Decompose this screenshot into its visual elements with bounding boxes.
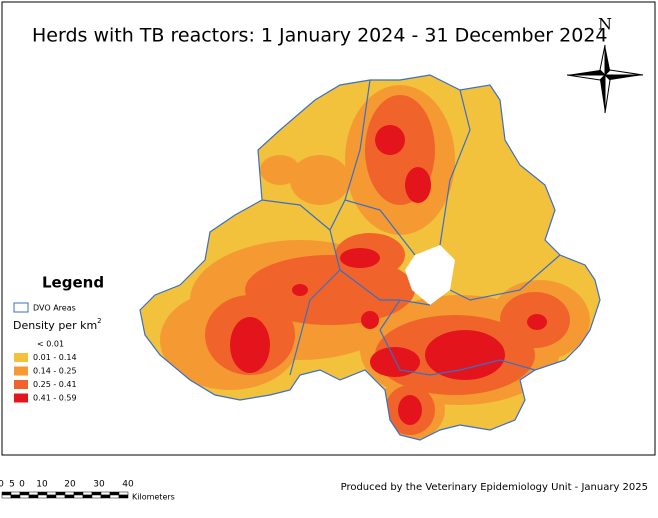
scale-segment (37, 494, 48, 499)
credit: Produced by the Veterinary Epidemiology … (341, 482, 648, 493)
legend-title: Legend (42, 274, 104, 292)
legend-swatch (14, 366, 28, 376)
legend-swatch (14, 393, 28, 403)
scale-label: 30 (93, 480, 105, 490)
scale-segment (46, 491, 57, 496)
scale-segment (100, 491, 111, 496)
dvo-boundaries (139, 74, 601, 441)
scale-bar: 0 5 0 10 20 30 40 Kilometers (0, 480, 175, 502)
scale-segment (1, 491, 12, 496)
scale-segment (91, 494, 102, 499)
scale-segment (118, 491, 129, 496)
scale-segment (19, 491, 30, 496)
density-band (205, 95, 570, 435)
scale-segment (55, 494, 66, 499)
scale-segment (109, 494, 120, 499)
density-title: Density per km2 (13, 317, 102, 332)
dvo-label: DVO Areas (33, 304, 76, 313)
scale-segment (37, 491, 48, 496)
scale-label: 20 (64, 480, 76, 490)
map-title: Herds with TB reactors: 1 January 2024 -… (32, 25, 608, 47)
dvo-swatch (13, 302, 29, 313)
scale-segment (109, 491, 120, 496)
scale-segment (10, 491, 21, 496)
legend-swatch (14, 353, 28, 362)
scale-segment (28, 491, 39, 496)
lough-neagh (405, 245, 455, 305)
density-band (230, 125, 547, 425)
scale-label: 10 (36, 480, 48, 490)
scale-segment (28, 494, 39, 499)
scale-segment (46, 494, 57, 499)
scale-segment (19, 494, 30, 499)
scale-label: 40 (122, 480, 134, 490)
scale-segment (64, 494, 75, 499)
scale-segment (55, 491, 66, 496)
legend-swatch (14, 380, 28, 389)
scale-segment (10, 494, 21, 499)
legend: Legend DVO Areas Density per km2 < 0.01 0… (13, 274, 104, 403)
scale-label: 0 (0, 480, 4, 490)
scale-unit: Kilometers (132, 493, 175, 502)
scale-segment (73, 491, 84, 496)
scale-segment (82, 491, 93, 496)
scale-segment (73, 494, 84, 499)
north-label: N (598, 15, 612, 34)
scale-label: 0 (19, 480, 25, 490)
scale-segment (118, 494, 129, 499)
legend-label: 0.01 - 0.14 (33, 353, 77, 362)
north-arrow: N (566, 15, 644, 114)
scale-label: 5 (9, 480, 15, 490)
scale-segment (64, 491, 75, 496)
legend-label: 0.41 - 0.59 (33, 394, 77, 403)
scale-segment (100, 494, 111, 499)
scale-segment (82, 494, 93, 499)
legend-label: < 0.01 (37, 340, 64, 349)
legend-label: 0.14 - 0.25 (33, 367, 77, 376)
legend-label: 0.25 - 0.41 (33, 380, 77, 389)
scale-segment (1, 494, 12, 499)
scale-segment (91, 491, 102, 496)
